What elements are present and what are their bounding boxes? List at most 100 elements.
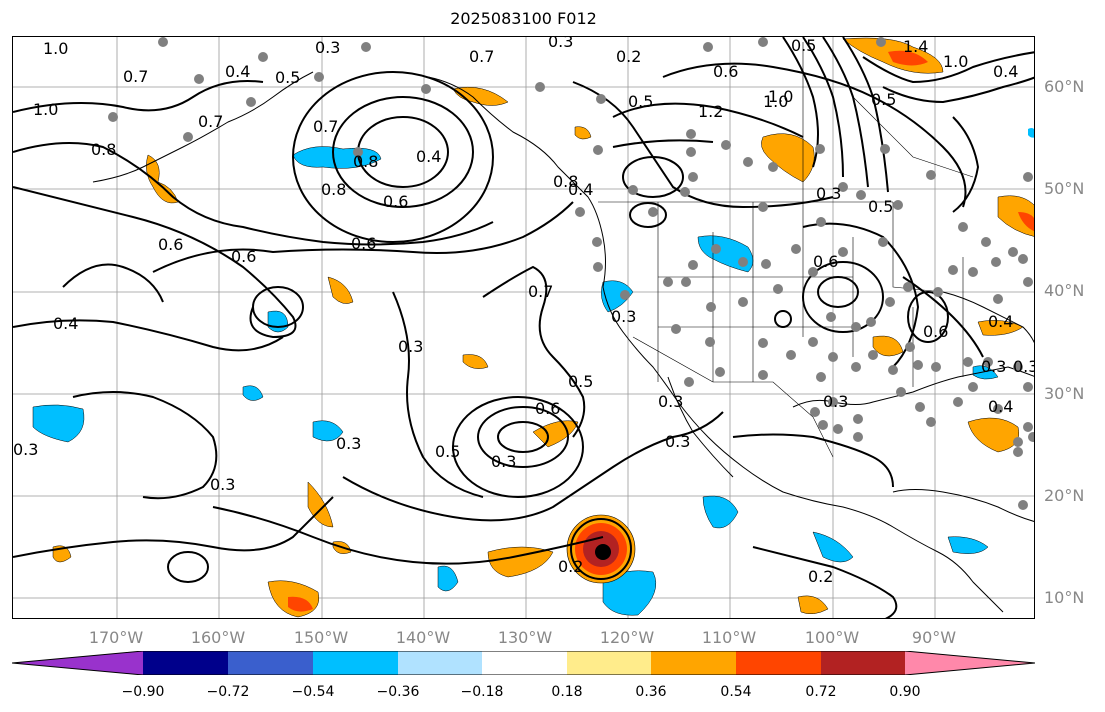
lon-label: 110°W [701, 628, 757, 647]
contour-label: 0.3 [13, 440, 38, 459]
lon-label: 140°W [395, 628, 451, 647]
colorbar-segment [228, 651, 313, 675]
contour-label: 0.5 [868, 197, 893, 216]
colorbar-tick: 0.72 [805, 684, 837, 700]
contour-label: 0.4 [993, 62, 1018, 81]
forecast-map: 1.0 0.3 0.3 0.7 1.0 0.4 0.5 0.5 0.4 0.7 … [13, 37, 1034, 618]
shade-orange [487, 546, 554, 578]
colorbar-segment [143, 651, 228, 675]
contour-label: 0.6 [713, 62, 738, 81]
contour-label: 0.8 [91, 140, 116, 159]
shade-red [888, 50, 928, 66]
shade-orange [532, 420, 579, 448]
contour-label: 1.4 [903, 37, 928, 56]
contour-label: 0.7 [123, 67, 148, 86]
colorbar-tick: 0.18 [551, 684, 583, 700]
contour-label: 0.3 [816, 184, 841, 203]
shade-orange [967, 417, 1020, 453]
colorbar-segment [567, 651, 651, 675]
contour-label: 0.8 [553, 172, 578, 191]
contour-label: 0.2 [808, 567, 833, 586]
contour-label: 0.8 [321, 180, 346, 199]
lat-label: 40°N [1044, 281, 1085, 300]
shade-orange [574, 126, 592, 140]
contour-label: 0.2 [616, 47, 641, 66]
contour-label: 0.3 [823, 392, 848, 411]
contour-label: 0.5 [871, 90, 896, 109]
contour-label: 0.7 [528, 282, 553, 301]
shade-blue [947, 536, 989, 554]
contour-label: 0.6 [813, 252, 838, 271]
colorbar-tick: −0.18 [460, 684, 504, 700]
contour-label: 1.0 [768, 87, 793, 106]
contour-label: 0.6 [535, 399, 560, 418]
contour-label: 0.6 [231, 247, 256, 266]
contour-label: 0.3 [981, 357, 1006, 376]
contour-label: 0.5 [628, 92, 653, 111]
shade-orange [797, 595, 829, 615]
shade-blue [32, 404, 85, 443]
shade-orange [452, 86, 509, 106]
contour-label: 0.2 [558, 557, 583, 576]
contour-label: 0.3 [315, 38, 340, 57]
colorbar-segment [905, 651, 1035, 675]
lon-label: 100°W [804, 628, 860, 647]
shade-blue [972, 365, 999, 380]
contour-label: 0.4 [568, 180, 593, 199]
shade-orange [307, 481, 334, 528]
contour-label: 0.4 [416, 147, 441, 166]
station-markers [108, 37, 1034, 510]
shade-blue [267, 310, 289, 333]
contour-label-group: 1.0 0.3 0.3 0.7 1.0 0.4 0.5 0.5 0.4 0.7 … [13, 37, 1034, 586]
colorbar-tick: −0.90 [121, 684, 165, 700]
shade-red [1018, 212, 1034, 232]
contour-label: 0.4 [988, 397, 1013, 416]
contour-label: 0.6 [923, 322, 948, 341]
contour-label: 1.0 [33, 100, 58, 119]
map-title: 2025083100 F012 [450, 9, 597, 28]
shade-blue [242, 385, 264, 401]
shade-blue [312, 420, 344, 442]
shade-orange [146, 154, 179, 204]
contour-label: 0.5 [791, 37, 816, 55]
contour-label: 0.3 [398, 337, 423, 356]
shade-orange [327, 276, 354, 304]
contour-label: 0.4 [53, 314, 78, 333]
lon-label: 150°W [293, 628, 349, 647]
colorbar-segment [313, 651, 398, 675]
contour-label: 0.4 [225, 62, 250, 81]
lon-label: 170°W [88, 628, 144, 647]
contour-label: 0.3 [548, 37, 573, 51]
colorbar-tick: −0.36 [376, 684, 420, 700]
colorbar-segment [821, 651, 905, 675]
graticule [13, 37, 1034, 618]
contour-label: 1.0 [763, 92, 788, 111]
contour-label: 0.6 [351, 234, 376, 253]
lat-label: 10°N [1044, 588, 1085, 607]
contour-label: 1.0 [943, 52, 968, 71]
shade-red [288, 596, 313, 612]
shade-orange [872, 335, 904, 357]
shade-blue [601, 280, 634, 313]
lat-label: 50°N [1044, 179, 1085, 198]
colorbar-tick: −0.72 [206, 684, 250, 700]
colorbar [12, 651, 1035, 675]
shade-orange [462, 354, 489, 369]
colorbar-tick: 0.90 [889, 684, 921, 700]
contour-label: 0.3 [336, 434, 361, 453]
colorbar-segment [651, 651, 736, 675]
contour-label: 1.2 [698, 102, 723, 121]
anomaly-shading [32, 37, 1034, 618]
colorbar-segment [482, 651, 567, 675]
lat-label: 60°N [1044, 77, 1085, 96]
lon-label: 130°W [497, 628, 553, 647]
lon-label: 90°W [911, 628, 957, 647]
colorbar-segment [398, 651, 482, 675]
contour-label: 0.3 [665, 432, 690, 451]
colorbar-tick: −0.54 [291, 684, 335, 700]
lon-label: 160°W [190, 628, 246, 647]
contour-label: 0.3 [491, 452, 516, 471]
contour-label: 0.7 [469, 47, 494, 66]
contour-label: 1.0 [43, 39, 68, 58]
shade-orange [997, 195, 1034, 237]
